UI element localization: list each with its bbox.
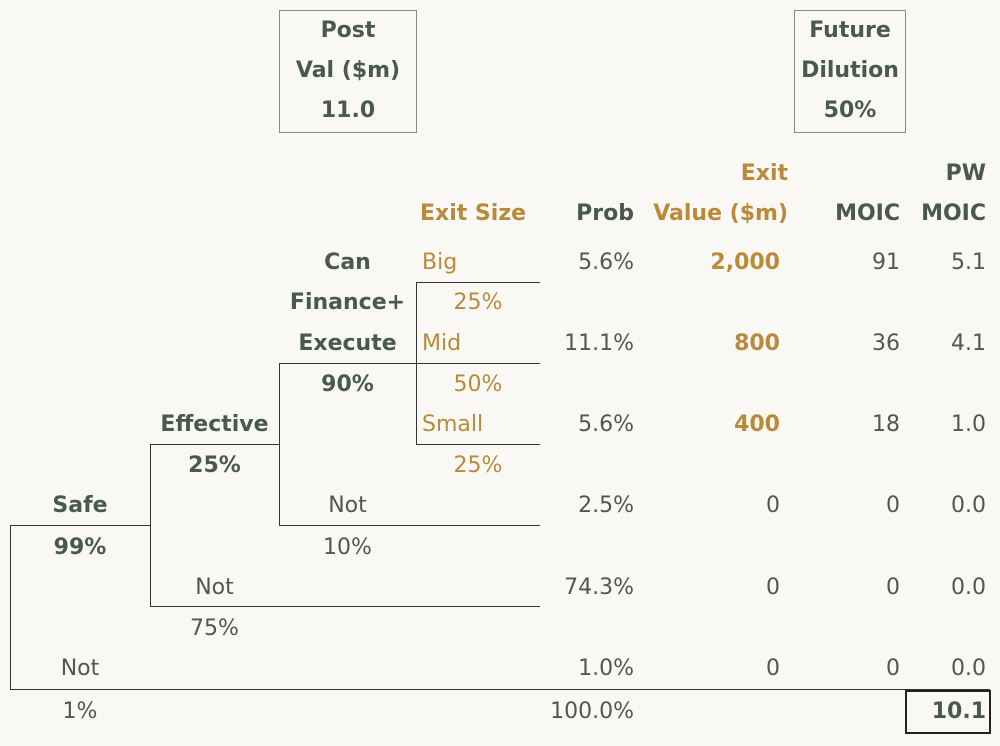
- row-exit-value: 0: [766, 493, 780, 518]
- row-exit-value: 0: [766, 575, 780, 600]
- future-dilution-box: Future Dilution 50%: [794, 10, 906, 133]
- tree-line: [416, 363, 540, 364]
- tree-line: [10, 525, 11, 689]
- total-pw-moic-box: [905, 690, 991, 734]
- row-exit-value: 2,000: [710, 250, 780, 275]
- node-safe-not-prob: 1%: [62, 699, 98, 724]
- node-finance-label-1: Can: [324, 250, 371, 275]
- tree-line: [279, 363, 416, 364]
- row-pw-moic: 5.1: [951, 250, 986, 275]
- node-finance-label-3: Execute: [298, 331, 397, 356]
- post-val-box: Post Val ($m) 11.0: [279, 10, 417, 133]
- post-val-label-2: Val ($m): [295, 58, 401, 83]
- row-moic: 0: [886, 575, 900, 600]
- future-dilution-label-1: Future: [809, 18, 891, 43]
- tree-line: [279, 525, 540, 526]
- row-exit-value: 800: [734, 331, 780, 356]
- node-safe-label: Safe: [52, 493, 108, 518]
- row-moic: 91: [872, 250, 900, 275]
- header-exit-value-1: Exit: [740, 161, 788, 186]
- tree-line: [150, 606, 540, 607]
- node-big-label: Big: [422, 250, 458, 275]
- row-prob: 74.3%: [564, 575, 634, 600]
- row-moic: 0: [886, 493, 900, 518]
- node-mid-prob: 50%: [453, 372, 503, 397]
- tree-line: [279, 363, 280, 525]
- row-pw-moic: 1.0: [951, 412, 986, 437]
- tree-line: [150, 444, 151, 606]
- node-effective-label: Effective: [160, 412, 269, 437]
- row-pw-moic: 0.0: [951, 575, 986, 600]
- row-pw-moic: 0.0: [951, 656, 986, 681]
- header-prob: Prob: [576, 201, 634, 226]
- row-moic: 18: [872, 412, 900, 437]
- node-effective-not-prob: 75%: [190, 616, 239, 641]
- header-exit-size: Exit Size: [420, 201, 527, 226]
- row-exit-value: 0: [766, 656, 780, 681]
- row-prob: 2.5%: [578, 493, 634, 518]
- future-dilution-value: 50%: [823, 98, 877, 123]
- node-small-label: Small: [422, 412, 484, 437]
- node-safe-prob: 99%: [53, 535, 107, 560]
- tree-line: [150, 444, 279, 445]
- node-finance-not-prob: 10%: [323, 535, 372, 560]
- total-prob: 100.0%: [550, 699, 634, 724]
- node-safe-not-label: Not: [60, 656, 100, 681]
- header-pw-2: MOIC: [921, 201, 986, 226]
- row-pw-moic: 0.0: [951, 493, 986, 518]
- node-mid-label: Mid: [422, 331, 462, 356]
- node-effective-prob: 25%: [188, 453, 241, 478]
- header-exit-value-2: Value ($m): [653, 201, 788, 226]
- node-finance-not-label: Not: [328, 493, 367, 518]
- row-prob: 5.6%: [578, 250, 634, 275]
- tree-line: [416, 444, 540, 445]
- post-val-label-1: Post: [320, 18, 376, 43]
- node-small-prob: 25%: [453, 453, 503, 478]
- row-prob: 1.0%: [578, 656, 634, 681]
- header-moic: MOIC: [835, 201, 900, 226]
- row-pw-moic: 4.1: [951, 331, 986, 356]
- row-moic: 0: [886, 656, 900, 681]
- row-prob: 11.1%: [564, 331, 634, 356]
- tree-line: [10, 689, 990, 690]
- node-finance-prob: 90%: [321, 372, 374, 397]
- post-val-value: 11.0: [320, 98, 376, 123]
- total-pw-moic: 10.1: [931, 699, 986, 724]
- row-exit-value: 400: [734, 412, 780, 437]
- node-effective-not-label: Not: [195, 575, 234, 600]
- tree-line: [10, 525, 150, 526]
- tree-line: [416, 282, 540, 283]
- node-finance-label-2: Finance+: [289, 290, 406, 315]
- future-dilution-label-2: Dilution: [801, 58, 899, 83]
- row-prob: 5.6%: [578, 412, 634, 437]
- row-moic: 36: [872, 331, 900, 356]
- header-pw-1: PW: [945, 161, 986, 186]
- node-big-prob: 25%: [453, 290, 503, 315]
